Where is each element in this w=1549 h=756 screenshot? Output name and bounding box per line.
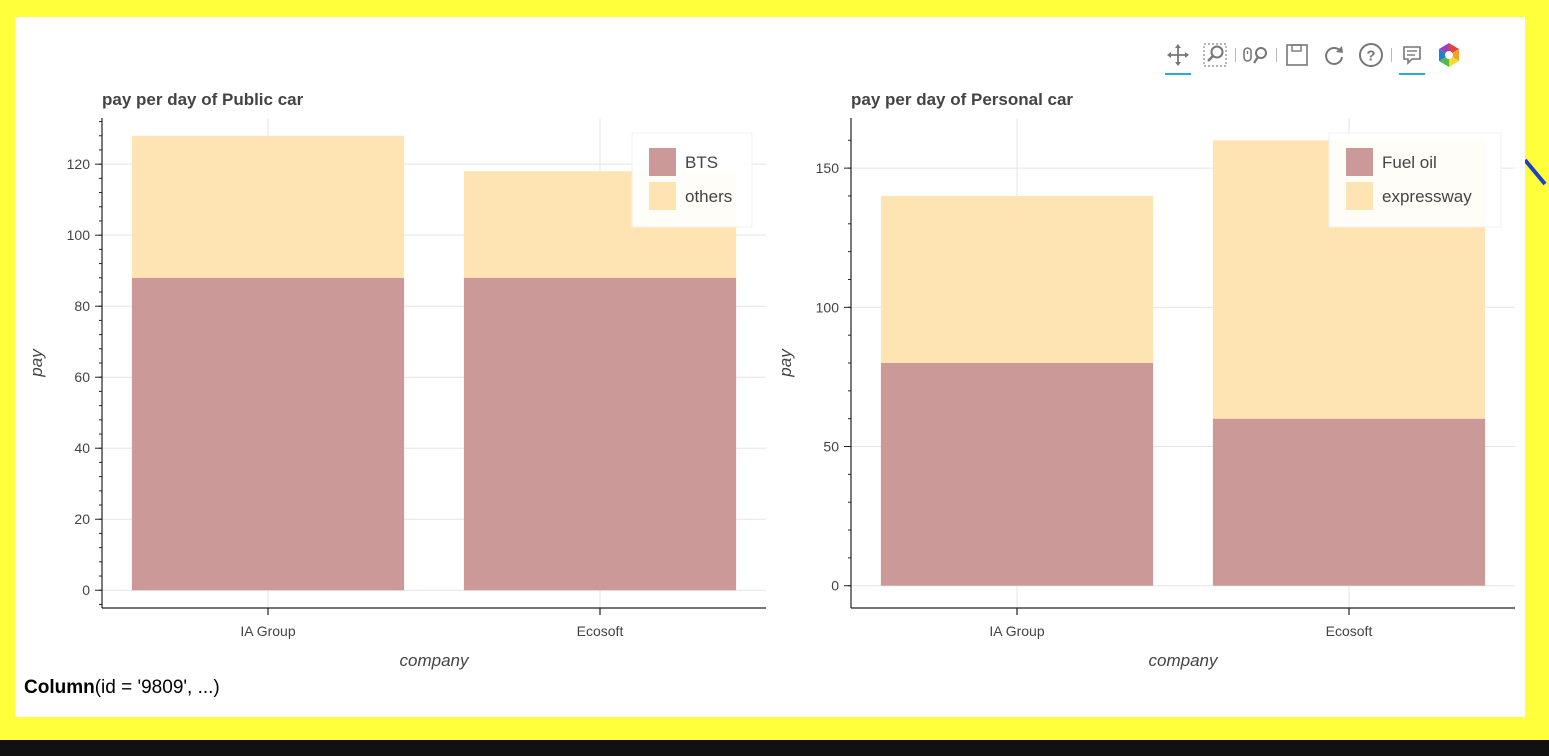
wheel-zoom-tool-icon [1243,47,1267,64]
box-zoom-tool[interactable] [1200,37,1230,73]
legend-swatch [1346,182,1373,210]
hover-tool[interactable] [1397,37,1427,75]
legend: BTS others [631,132,753,228]
save-tool-icon [1286,44,1308,66]
box-zoom-tool-icon [1203,43,1227,67]
bokeh-toolbar: ? [1163,33,1471,77]
toolbar-separator [1276,48,1277,62]
y-tick-label: 100 [67,227,91,243]
hover-tool-icon [1403,46,1421,65]
legend-swatch [649,148,676,176]
charts-area[interactable]: pay per day of Public car 0 20 40 60 80 100 120… [15,17,1525,677]
x-tick-label: IA Group [989,623,1044,639]
bottom-strip [0,740,1549,756]
x-tick-label: IA Group [240,623,295,639]
bokeh-logo-icon [1439,43,1459,67]
column-repr-name: Column [24,677,95,698]
reset-tool-icon [1325,46,1343,65]
wheel-zoom-tool[interactable] [1241,37,1271,73]
toolbar-separator [1391,48,1392,62]
chart-title: pay per day of Personal car [851,90,1073,109]
pan-tool-icon [1167,44,1189,66]
bar-expressway [880,195,1154,363]
help-tool[interactable]: ? [1356,37,1386,73]
bokeh-column-panel: ? pay p [15,17,1525,717]
edge-stroke-decoration [1523,158,1547,186]
bokeh-logo[interactable] [1434,37,1464,73]
column-repr: Column(id = '9809', ...) [24,677,220,699]
y-axis-label: pay [27,348,46,378]
help-tool-icon: ? [1359,43,1383,67]
y-tick-label: 50 [823,439,839,455]
reset-tool[interactable] [1319,37,1349,73]
y-tick-label: 80 [74,298,90,314]
pan-tool[interactable] [1163,37,1193,75]
chart-title: pay per day of Public car [102,90,304,109]
legend-box [1328,132,1502,228]
legend-swatch [1346,148,1373,176]
y-tick-label: 40 [74,440,90,456]
toolbar-separator [1235,48,1236,62]
bar-bts [131,277,405,591]
chart-1: pay per day of Public car 0 20 40 60 80 100 120… [27,90,766,670]
y-tick-label: 0 [831,578,839,594]
y-tick-label: 120 [67,156,91,172]
chart-2: pay per day of Personal car 0 50 100 150 IA G… [776,90,1515,670]
y-tick-label: 100 [816,299,840,315]
legend-label: Fuel oil [1382,153,1437,172]
column-repr-args: (id = '9809', ...) [94,677,220,698]
x-axis-label: company [400,651,470,670]
x-axis-label: company [1149,651,1219,670]
bar-bts [463,277,737,591]
legend-label: others [685,187,732,206]
y-tick-label: 60 [74,369,90,385]
y-tick-label: 20 [74,511,90,527]
legend-label: expressway [1382,187,1472,206]
bar-others [131,135,405,278]
y-tick-label: 150 [816,160,840,176]
svg-text:?: ? [1366,48,1375,65]
x-tick-label: Ecosoft [577,623,624,639]
bar-fuel-oil [880,363,1154,586]
legend-box [631,132,753,228]
legend-swatch [649,182,676,210]
legend-label: BTS [685,153,718,172]
legend: Fuel oil expressway [1328,132,1502,228]
y-tick-label: 0 [82,582,90,598]
bar-fuel-oil [1212,418,1486,586]
save-tool[interactable] [1282,37,1312,73]
y-axis-label: pay [776,348,795,378]
x-tick-label: Ecosoft [1326,623,1373,639]
